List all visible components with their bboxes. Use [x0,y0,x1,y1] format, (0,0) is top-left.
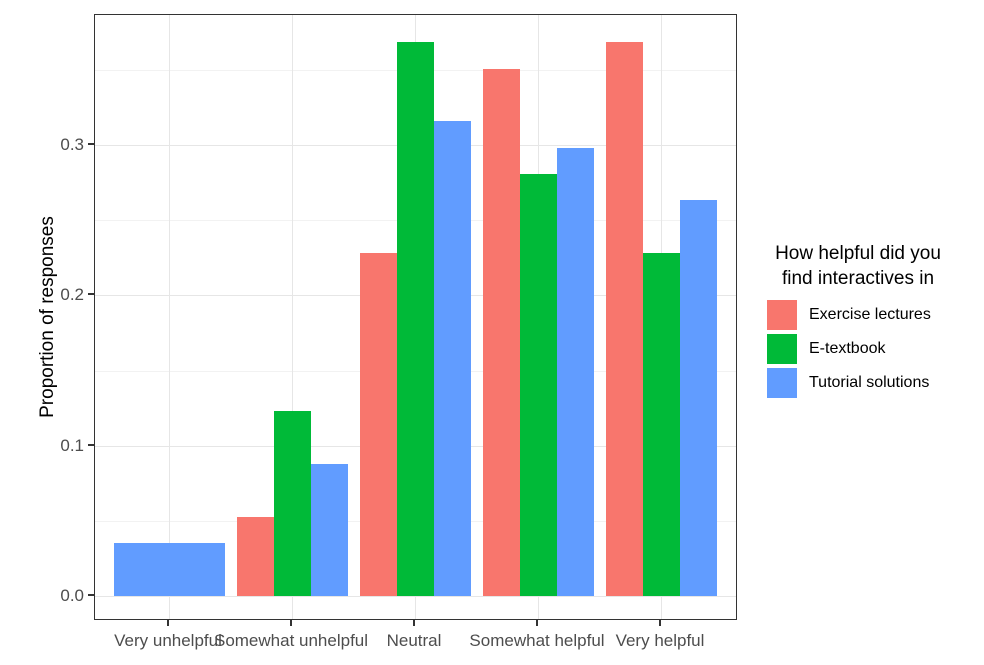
legend-label: Exercise lectures [809,306,931,323]
bar-tutorial-solutions-somewhat-helpful [556,147,594,596]
legend-swatch-exercise-lectures [767,300,797,330]
x-tick-label: Somewhat unhelpful [213,631,369,650]
y-axis-title: Proportion of responses [37,216,58,418]
bar-e-textbook-very-helpful [642,253,680,596]
legend-label: E-textbook [809,340,886,357]
bar-exercise-lectures-very-helpful [605,42,643,596]
legend-item-exercise-lectures: Exercise lectures [767,300,949,330]
x-tick-label: Very unhelpful [114,631,222,650]
x-tick-label: Very helpful [615,631,705,650]
bar-exercise-lectures-somewhat-helpful [482,68,520,596]
legend-label: Tutorial solutions [809,374,930,391]
y-tick [88,293,94,296]
legend-title-line2: find interactives in [781,268,935,289]
x-tick-label: Neutral [386,631,442,650]
bar-tutorial-solutions-very-helpful [679,200,717,596]
y-tick-label: 0.3 [60,135,84,155]
y-tick [88,143,94,146]
x-tick [659,620,661,626]
y-tick-label: 0.0 [60,586,84,605]
y-tick [88,443,94,446]
x-tick [536,620,538,626]
y-tick [88,594,94,596]
gridline-major [169,15,170,619]
bar-tutorial-solutions-somewhat-unhelpful [310,464,348,596]
x-tick [413,620,415,626]
legend-title: How helpful did you find interactives in [767,241,949,291]
x-tick [167,620,169,626]
bar-exercise-lectures-somewhat-unhelpful [236,516,274,596]
bar-tutorial-solutions-neutral [433,121,471,596]
legend-title-line1: How helpful did you [775,243,941,264]
legend-swatch-tutorial-solutions [767,368,797,398]
legend-item-tutorial-solutions: Tutorial solutions [767,368,949,398]
legend-items: Exercise lectures E-textbook Tutorial solu… [767,300,949,398]
y-tick-label: 0.1 [60,435,84,455]
x-tick-label: Somewhat helpful [469,631,605,650]
legend-swatch-e-textbook [767,334,797,364]
y-tick-label: 0.2 [60,285,84,305]
bar-tutorial-solutions-very-unhelpful [113,543,225,596]
gridline-major [292,15,293,619]
bar-e-textbook-somewhat-helpful [519,174,557,596]
legend-item-e-textbook: E-textbook [767,334,949,364]
bar-exercise-lectures-neutral [359,253,397,596]
bar-e-textbook-somewhat-unhelpful [273,411,311,596]
legend: How helpful did you find interactives in… [767,241,949,402]
bar-e-textbook-neutral [396,42,434,596]
x-tick [290,620,292,626]
plot-panel [94,14,737,620]
